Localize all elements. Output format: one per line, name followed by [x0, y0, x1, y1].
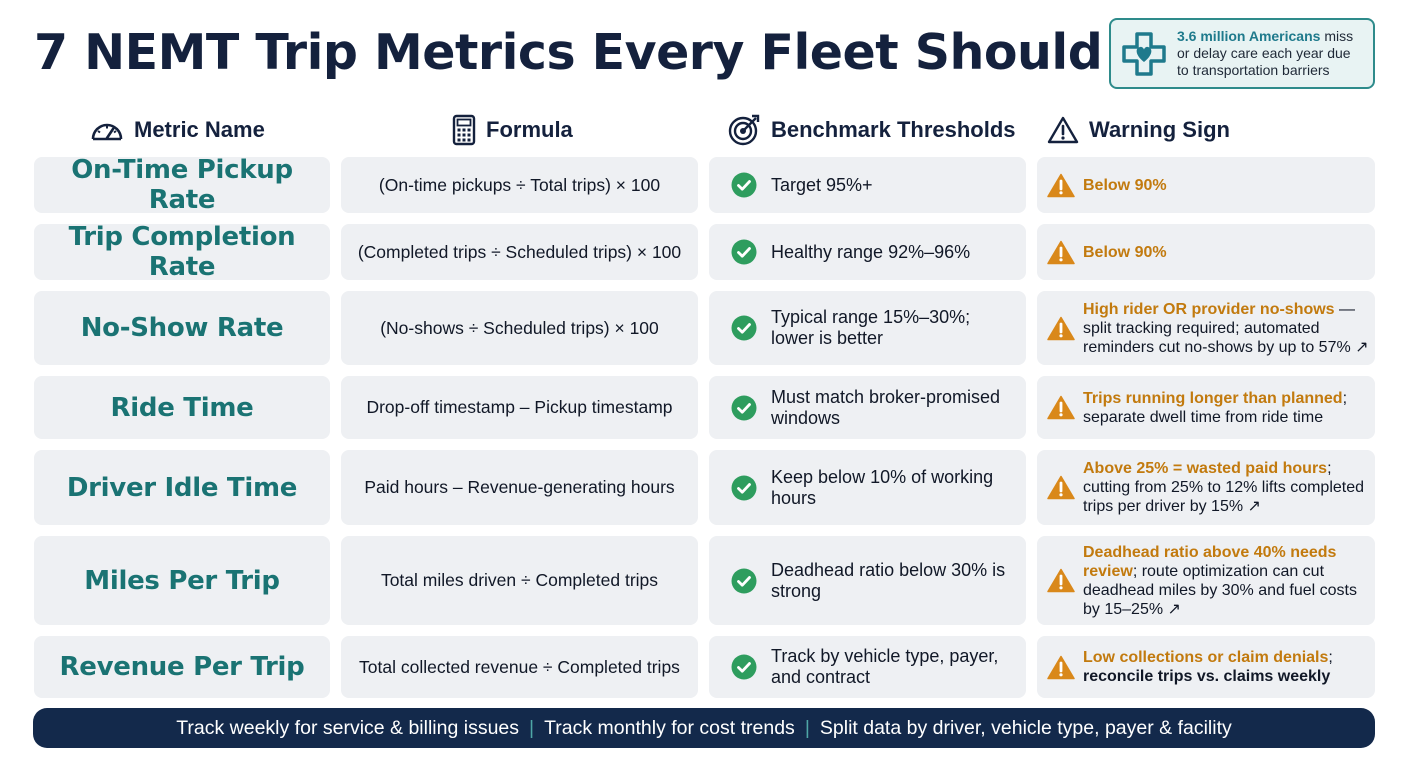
warning-highlight: Below 90%	[1083, 176, 1167, 194]
warning-highlight: Trips running longer than planned	[1083, 389, 1343, 407]
warning-text: Above 25% = wasted paid hours; cutting f…	[1083, 459, 1373, 516]
warning-text: Low collections or claim denials; reconc…	[1083, 648, 1373, 686]
warning-text: Below 90%	[1083, 243, 1167, 262]
benchmark-text: Target 95%+	[771, 174, 873, 195]
warning-detail: ; route optimization can cut deadhead mi…	[1083, 562, 1357, 618]
benchmark-text: Keep below 10% of working hours	[771, 466, 994, 508]
metric-name-cell: Revenue Per Trip	[34, 636, 330, 698]
warning-cell: Low collections or claim denials; reconc…	[1037, 636, 1375, 698]
warning-highlight: Low collections or claim denials	[1083, 649, 1329, 666]
medical-cross-heart-icon	[1122, 31, 1166, 76]
warning-cell: Deadhead ratio above 40% needs review; r…	[1037, 536, 1375, 625]
warning-triangle-icon	[1047, 173, 1075, 197]
stat-callout: 3.6 million Americans miss or delay care…	[1109, 18, 1375, 89]
warning-cell: High rider OR provider no-shows — split …	[1037, 291, 1375, 365]
benchmark-cell: Must match broker-promised windows	[709, 376, 1026, 439]
warning-detail: ; separate dwell time from ride time	[1083, 389, 1348, 426]
warning-highlight: Deadhead ratio above 40% needs review	[1083, 543, 1337, 580]
warning-detail: ;	[1328, 649, 1333, 666]
footer-banner: Track weekly for service & billing issue…	[33, 708, 1375, 748]
warning-triangle-icon	[1047, 655, 1075, 679]
metric-name-cell: Driver Idle Time	[34, 450, 330, 525]
callout-text: 3.6 million Americans miss or delay care…	[1177, 28, 1354, 78]
benchmark-cell: Typical range 15%–30%; lower is better	[709, 291, 1026, 365]
header-benchmark: Benchmark Thresholds	[727, 112, 1016, 148]
benchmark-text: Healthy range 92%–96%	[771, 241, 971, 262]
warning-text: High rider OR provider no-shows — split …	[1083, 300, 1373, 357]
check-circle-icon	[731, 568, 757, 593]
metric-name-cell: Ride Time	[34, 376, 330, 439]
warning-triangle-icon	[1047, 116, 1079, 144]
benchmark-cell: Target 95%+	[709, 157, 1026, 213]
check-circle-icon	[731, 172, 757, 198]
metric-name-cell: Miles Per Trip	[34, 536, 330, 625]
metric-name-cell: No-Show Rate	[34, 291, 330, 365]
benchmark-text: Deadhead ratio below 30% is strong	[771, 559, 1006, 601]
warning-text: Deadhead ratio above 40% needs review; r…	[1083, 543, 1373, 619]
formula-cell: (Completed trips ÷ Scheduled trips) × 10…	[341, 224, 698, 280]
footer-item: Split data by driver, vehicle type, paye…	[819, 716, 1232, 739]
footer-item: Track monthly for cost trends	[544, 716, 795, 739]
benchmark-text: Track by vehicle type, payer, and contra…	[771, 646, 999, 687]
header-formula: Formula	[452, 112, 573, 148]
metric-name-cell: Trip Completion Rate	[34, 222, 330, 282]
check-circle-icon	[731, 654, 757, 680]
page-title: 7 NEMT Trip Metrics Every Fleet Should T…	[34, 24, 1264, 81]
benchmark-text: Must match broker-promised windows	[771, 386, 1001, 428]
check-circle-icon	[731, 239, 757, 265]
warning-text: Trips running longer than planned; separ…	[1083, 389, 1373, 427]
warning-triangle-icon	[1047, 395, 1075, 420]
warning-highlight: High rider OR provider no-shows	[1083, 300, 1335, 318]
formula-cell: Drop-off timestamp – Pickup timestamp	[341, 376, 698, 439]
formula-cell: Total collected revenue ÷ Completed trip…	[341, 636, 698, 698]
warning-text: Below 90%	[1083, 176, 1167, 195]
target-icon	[728, 114, 760, 146]
warning-triangle-icon	[1047, 568, 1075, 593]
metric-name-cell: On-Time Pickup Rate	[34, 155, 330, 215]
footer-separator: |	[529, 716, 535, 739]
formula-cell: (No-shows ÷ Scheduled trips) × 100	[341, 291, 698, 365]
warning-highlight: Above 25% = wasted paid hours	[1083, 460, 1328, 477]
speedometer-icon	[91, 123, 123, 141]
warning-cell: Below 90%	[1037, 224, 1375, 280]
header-metric: Metric Name	[90, 112, 265, 148]
warning-triangle-icon	[1047, 240, 1075, 264]
check-circle-icon	[731, 395, 757, 420]
warning-detail: — split tracking required; automated rem…	[1083, 300, 1369, 356]
warning-triangle-icon	[1047, 475, 1075, 500]
table-header: Metric Name Formula Benchmark Thresholds	[0, 112, 1408, 148]
warning-triangle-icon	[1047, 316, 1075, 340]
warning-detail-bold: reconcile trips vs. claims weekly	[1083, 668, 1331, 685]
benchmark-cell: Track by vehicle type, payer, and contra…	[709, 636, 1026, 698]
benchmark-cell: Keep below 10% of working hours	[709, 450, 1026, 525]
calculator-icon	[452, 114, 476, 146]
footer-item: Track weekly for service & billing issue…	[176, 716, 520, 739]
benchmark-cell: Healthy range 92%–96%	[709, 224, 1026, 280]
header-warning: Warning Sign	[1047, 112, 1230, 148]
benchmark-text: Typical range 15%–30%; lower is better	[771, 307, 971, 348]
warning-detail: ; cutting from 25% to 12% lifts complete…	[1083, 460, 1365, 515]
formula-cell: (On-time pickups ÷ Total trips) × 100	[341, 157, 698, 213]
footer-separator: |	[804, 716, 810, 739]
warning-cell: Trips running longer than planned; separ…	[1037, 376, 1375, 439]
warning-highlight: Below 90%	[1083, 243, 1167, 261]
warning-cell: Below 90%	[1037, 157, 1375, 213]
formula-cell: Paid hours – Revenue-generating hours	[341, 450, 698, 525]
warning-cell: Above 25% = wasted paid hours; cutting f…	[1037, 450, 1375, 525]
formula-cell: Total miles driven ÷ Completed trips	[341, 536, 698, 625]
check-circle-icon	[731, 315, 757, 341]
benchmark-cell: Deadhead ratio below 30% is strong	[709, 536, 1026, 625]
check-circle-icon	[731, 475, 757, 500]
